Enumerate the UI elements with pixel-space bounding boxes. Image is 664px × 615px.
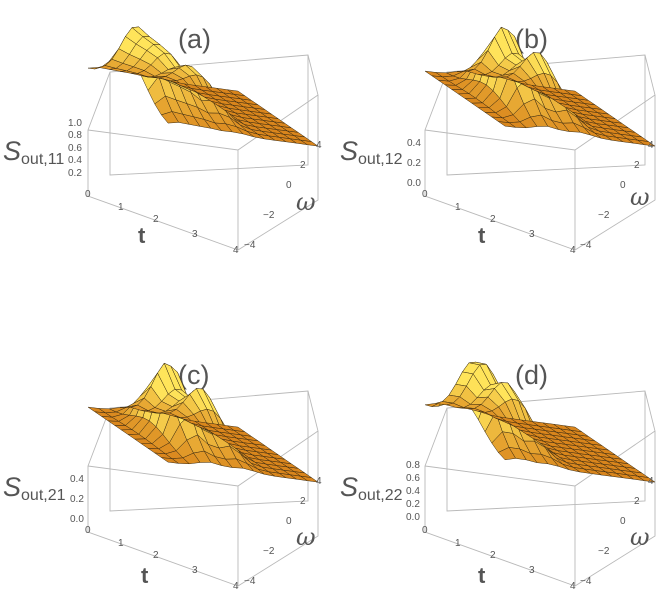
xtick-c-3: 3 [192, 565, 198, 576]
surface-patch [564, 89, 582, 96]
bounding-box-back-d [446, 391, 646, 512]
xtick-d-3: 3 [529, 565, 535, 576]
ytick-a-2: 0 [286, 180, 292, 191]
ytick-d-4: 4 [648, 476, 654, 487]
ytick-b-0: −4 [580, 240, 592, 251]
ytick-b-2: 0 [620, 180, 626, 191]
xtick-c-0: 0 [85, 525, 91, 536]
bounding-box-back-c [109, 391, 309, 512]
ztick-c-0: 0.4 [70, 474, 84, 485]
bounding-box-back-a [109, 55, 309, 176]
ztick-a-0: 1.0 [68, 118, 82, 129]
xtick-c-2: 2 [153, 550, 159, 561]
ytick-b-4: 4 [648, 140, 654, 151]
ztick-b-0: 0.4 [407, 138, 421, 149]
xtick-d-2: 2 [490, 550, 496, 561]
xtick-a-3: 3 [192, 229, 198, 240]
ytick-d-1: −2 [598, 546, 610, 557]
xtick-c-1: 1 [118, 538, 124, 549]
panel-label-a: (a) [178, 24, 211, 54]
ztick-b-2: 0.0 [407, 178, 421, 189]
surface-c [87, 362, 319, 483]
xtick-a-0: 0 [85, 189, 91, 200]
panel-a: (a) Sout,11 1.0 0.8 0.6 0.4 0.2 0 1 2 3 … [3, 24, 322, 256]
ylabel-d: ω [630, 523, 650, 551]
panel-label-b: (b) [515, 24, 548, 54]
zlabel-b: Sout,12 [340, 136, 403, 168]
bounding-box-d [424, 390, 656, 587]
ytick-a-0: −4 [244, 240, 256, 251]
ztick-a-1: 0.8 [68, 130, 82, 141]
surface-d [424, 361, 656, 483]
xtick-d-4: 4 [570, 581, 576, 592]
panel-b: (b) Sout,12 0.4 0.2 0.0 0 1 2 3 4 t −4 −… [340, 24, 656, 256]
ytick-c-2: 0 [286, 516, 292, 527]
ytick-a-3: 2 [300, 160, 306, 171]
ytick-d-2: 0 [620, 516, 626, 527]
xtick-a-4: 4 [233, 245, 239, 256]
panel-label-c: (c) [178, 360, 209, 390]
xtick-c-4: 4 [233, 581, 239, 592]
ylabel-b: ω [630, 183, 650, 211]
surface-b [424, 26, 656, 147]
ztick-d-2: 0.4 [406, 486, 420, 497]
bounding-box-back-b [446, 55, 646, 176]
xtick-b-4: 4 [570, 245, 576, 256]
ztick-c-2: 0.0 [70, 514, 84, 525]
xtick-d-0: 0 [422, 525, 428, 536]
xtick-a-1: 1 [118, 202, 124, 213]
surface-patch [227, 89, 245, 96]
ytick-a-4: 4 [316, 140, 322, 151]
ztick-b-1: 0.2 [407, 158, 421, 169]
zlabel-a: Sout,11 [3, 136, 64, 168]
xtick-b-3: 3 [529, 229, 535, 240]
ztick-a-3: 0.4 [68, 155, 82, 166]
surface-a [87, 26, 319, 147]
ztick-d-3: 0.2 [406, 499, 420, 510]
xtick-b-0: 0 [422, 189, 428, 200]
ytick-a-1: −2 [263, 210, 275, 221]
panel-d: (d) Sout,22 0.8 0.6 0.4 0.2 0.0 0 1 2 3 … [340, 360, 656, 592]
ytick-c-4: 4 [316, 476, 322, 487]
ztick-c-1: 0.2 [70, 494, 84, 505]
ytick-b-3: 2 [634, 160, 640, 171]
panel-label-d: (d) [515, 360, 548, 390]
ztick-a-2: 0.6 [68, 143, 82, 154]
xlabel-b: t [478, 223, 486, 248]
zlabel-c: Sout,21 [3, 472, 66, 504]
ylabel-a: ω [296, 188, 316, 216]
ytick-d-3: 2 [634, 496, 640, 507]
xlabel-a: t [138, 223, 146, 248]
zlabel-d: Sout,22 [340, 472, 403, 504]
ytick-d-0: −4 [580, 576, 592, 587]
ytick-b-1: −2 [598, 210, 610, 221]
ylabel-c: ω [296, 523, 316, 551]
ztick-d-0: 0.8 [406, 460, 420, 471]
ytick-c-0: −4 [244, 576, 256, 587]
xtick-d-1: 1 [455, 538, 461, 549]
xtick-b-2: 2 [490, 214, 496, 225]
ztick-d-1: 0.6 [406, 473, 420, 484]
xlabel-c: t [141, 563, 149, 588]
xtick-b-1: 1 [455, 202, 461, 213]
xlabel-d: t [478, 563, 486, 588]
ytick-c-1: −2 [263, 546, 275, 557]
surface-patch [564, 425, 582, 432]
ztick-d-4: 0.0 [406, 512, 420, 523]
panel-c: (c) Sout,21 0.4 0.2 0.0 0 1 2 3 4 t −4 −… [3, 360, 322, 592]
ytick-c-3: 2 [300, 496, 306, 507]
surface-patch [227, 425, 245, 432]
xtick-a-2: 2 [153, 214, 159, 225]
ztick-a-4: 0.2 [68, 168, 82, 179]
